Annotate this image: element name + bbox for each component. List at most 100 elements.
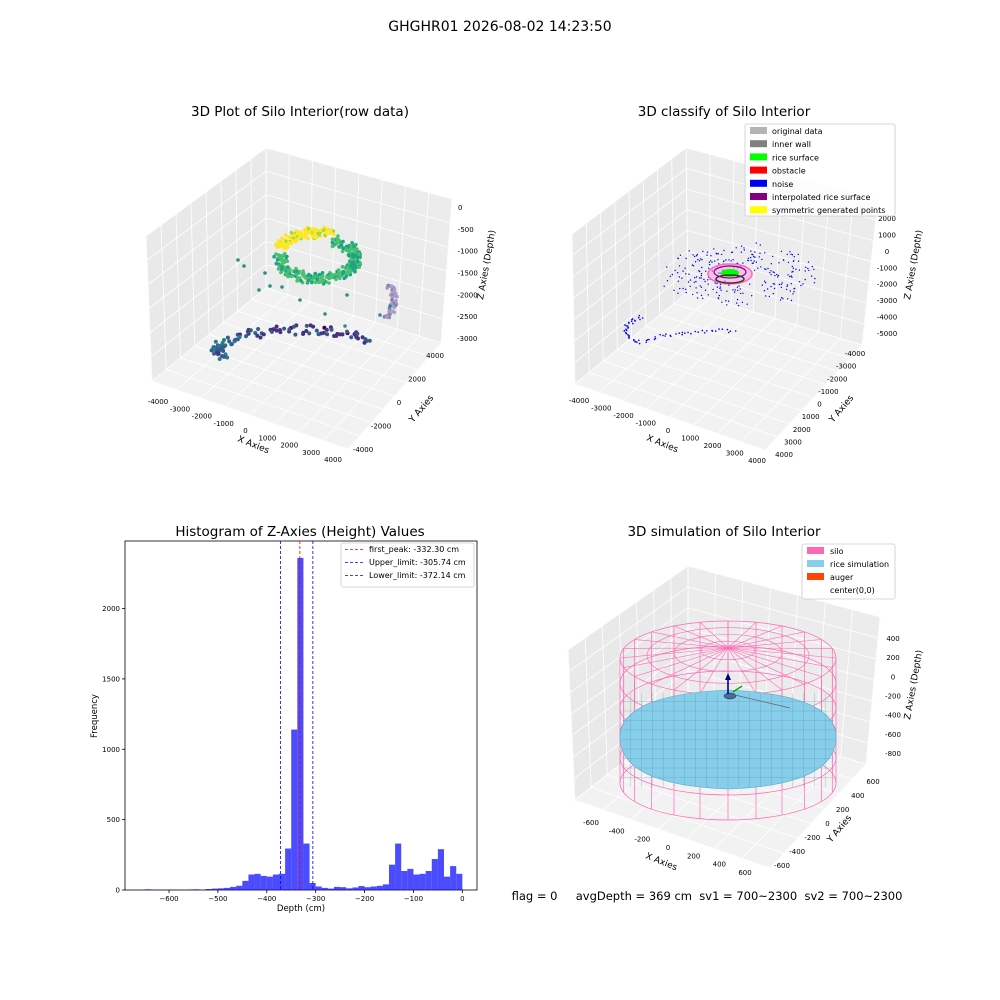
noise-point bbox=[770, 285, 772, 288]
y-tick-label: 1500 bbox=[102, 675, 120, 683]
noise-point bbox=[627, 325, 629, 327]
noise-point bbox=[712, 288, 714, 291]
raw-x-tick: -1000 bbox=[213, 420, 233, 428]
noise-point bbox=[776, 273, 778, 276]
noise-point bbox=[800, 284, 802, 287]
data-point bbox=[299, 278, 303, 283]
noise-point bbox=[732, 289, 734, 291]
raw-3d-panel: 3D Plot of Silo Interior(row data) -4000… bbox=[145, 104, 498, 464]
noise-point bbox=[710, 255, 712, 257]
noise-point bbox=[714, 260, 716, 262]
noise-point bbox=[764, 268, 766, 270]
classify-y-tick: 3000 bbox=[784, 438, 802, 446]
classify-z-tick: -5000 bbox=[877, 330, 897, 338]
noise-point bbox=[749, 283, 751, 285]
noise-point bbox=[787, 261, 790, 264]
grid-line bbox=[237, 310, 418, 370]
noise-point bbox=[720, 289, 722, 291]
noise-point bbox=[725, 300, 727, 302]
noise-point bbox=[694, 261, 697, 263]
simulation-3d-panel: 3D simulation of Silo Interior -600-400-… bbox=[567, 524, 925, 877]
simulation-y-tick: -400 bbox=[789, 848, 805, 856]
data-point bbox=[286, 269, 291, 274]
grid-line bbox=[673, 303, 850, 359]
noise-point bbox=[770, 263, 772, 265]
noise-point bbox=[700, 294, 703, 297]
raw-z-tick: -3000 bbox=[457, 335, 477, 343]
status-footer: flag = 0 avgDepth = 369 cm sv1 = 700~230… bbox=[512, 889, 903, 903]
noise-point bbox=[698, 260, 701, 262]
data-point bbox=[349, 335, 354, 340]
grid-line bbox=[265, 287, 442, 344]
classify-legend: original data inner wall rice surface obsta… bbox=[744, 123, 896, 217]
classify-3d-points bbox=[623, 242, 816, 345]
noise-point bbox=[728, 259, 730, 261]
noise-point bbox=[798, 269, 801, 271]
noise-point bbox=[685, 273, 687, 275]
noise-point bbox=[645, 339, 648, 342]
data-point bbox=[276, 267, 281, 271]
simulation-y-axis-label: Y Axies bbox=[825, 813, 854, 845]
data-point bbox=[328, 231, 333, 235]
noise-point bbox=[654, 337, 657, 340]
noise-point bbox=[814, 277, 816, 280]
grid-line bbox=[685, 147, 689, 293]
noise-point bbox=[742, 292, 744, 294]
data-point bbox=[360, 335, 365, 340]
simulation-x-tick: -400 bbox=[609, 827, 625, 835]
rice-simulation-surface bbox=[619, 689, 837, 790]
classify-x-tick: -2000 bbox=[613, 412, 633, 420]
data-point bbox=[331, 229, 336, 233]
noise-point bbox=[793, 291, 795, 293]
noise-point bbox=[764, 282, 767, 284]
grid-line bbox=[572, 669, 689, 758]
histogram-title: Histogram of Z-Axies (Height) Values bbox=[175, 524, 424, 540]
noise-point bbox=[625, 328, 627, 331]
data-point bbox=[313, 227, 317, 232]
data-point bbox=[394, 298, 398, 303]
x-tick-label: −100 bbox=[404, 895, 423, 903]
data-point bbox=[253, 331, 258, 335]
data-point bbox=[237, 335, 242, 339]
noise-point bbox=[727, 300, 730, 302]
data-point bbox=[220, 354, 224, 358]
noise-point bbox=[677, 280, 680, 282]
histogram-bar bbox=[413, 874, 420, 890]
noise-point bbox=[708, 267, 710, 269]
noise-point bbox=[695, 276, 698, 278]
data-point bbox=[362, 340, 367, 345]
noise-point bbox=[692, 254, 694, 256]
data-point bbox=[221, 348, 226, 353]
data-point bbox=[346, 271, 351, 276]
noise-point bbox=[719, 283, 722, 286]
data-point bbox=[318, 228, 323, 233]
noise-point bbox=[772, 283, 775, 285]
data-point bbox=[321, 278, 326, 282]
data-point bbox=[218, 346, 223, 351]
data-point bbox=[342, 276, 347, 281]
data-point bbox=[353, 270, 357, 274]
histogram-bar bbox=[425, 871, 432, 890]
legend-label: Upper_limit: -305.74 cm bbox=[369, 558, 466, 567]
data-point bbox=[331, 244, 335, 249]
data-point bbox=[248, 328, 253, 333]
grid-line bbox=[571, 233, 576, 385]
raw-panel-title: 3D Plot of Silo Interior(row data) bbox=[191, 104, 409, 120]
noise-point bbox=[747, 259, 749, 262]
center-direction bbox=[732, 685, 743, 693]
histogram-bar bbox=[254, 873, 261, 890]
classify-y-tick: -3000 bbox=[836, 363, 856, 371]
data-point bbox=[321, 330, 326, 335]
noise-point bbox=[769, 272, 771, 274]
simulation-z-tick-labels: 400 200 0 -200 -400 -600 -800 bbox=[885, 635, 901, 758]
histogram-bar bbox=[236, 885, 243, 890]
grid-line bbox=[180, 357, 372, 423]
simulation-z-tick: 400 bbox=[886, 635, 899, 643]
legend-label: rice simulation bbox=[830, 560, 889, 569]
histogram-bar bbox=[450, 866, 457, 890]
noise-point bbox=[628, 337, 630, 339]
noise-point bbox=[734, 330, 737, 332]
grid-line bbox=[657, 169, 661, 316]
noise-point bbox=[623, 330, 626, 332]
data-point bbox=[330, 273, 334, 277]
